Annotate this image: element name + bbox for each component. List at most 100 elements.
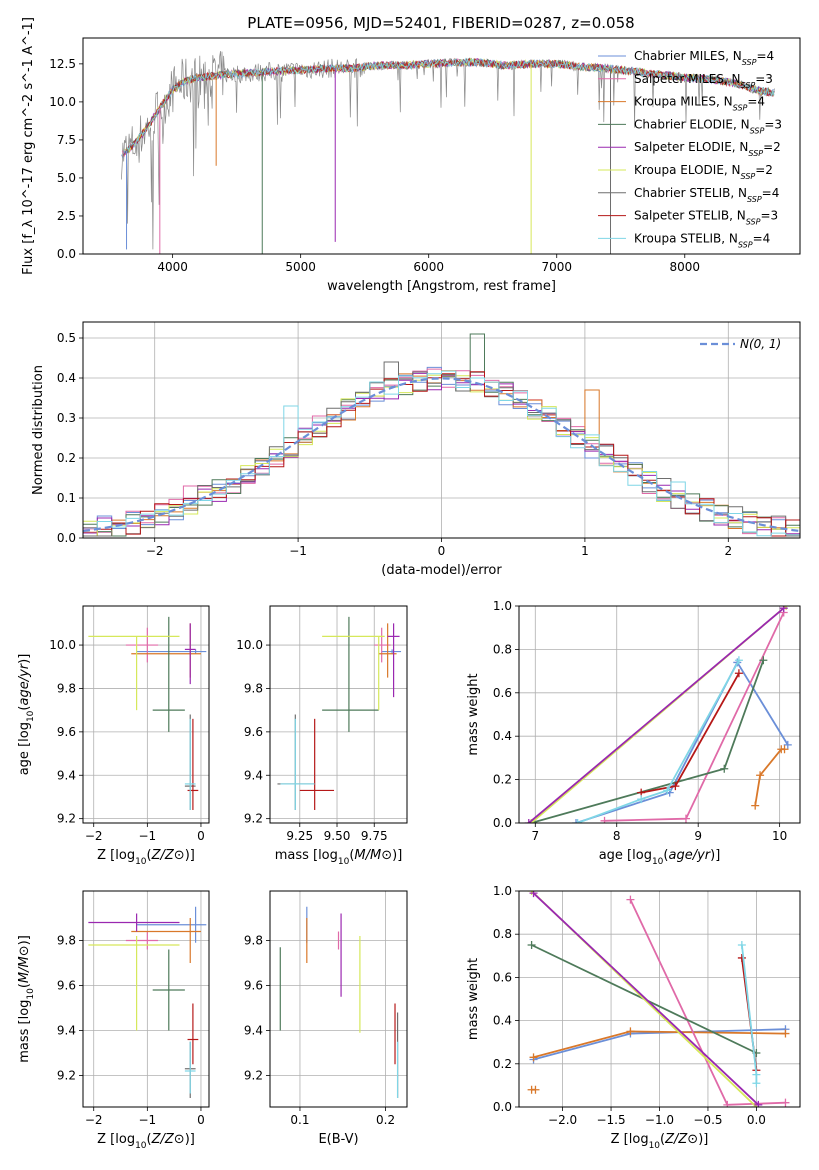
series-marker (759, 656, 768, 665)
series-marker (529, 891, 538, 898)
series-marker (737, 941, 746, 949)
y-tick-label: 9.4 (244, 768, 263, 782)
axes-frame (518, 890, 801, 1108)
spectrum-legend: Chabrier MILES, NSSP=4 Salpeter MILES, NS… (598, 49, 782, 249)
y-tick-label: 9.4 (57, 1024, 76, 1038)
histogram-steps (83, 370, 800, 537)
axes-frame (82, 605, 210, 824)
axes-frame (82, 321, 801, 539)
y-tick-label: 0.4 (493, 1014, 512, 1028)
histogram-steps (83, 371, 800, 537)
errorbar-plot (88, 906, 207, 1098)
y-axis-label: Normed distribution (31, 365, 46, 495)
series-line (577, 659, 740, 823)
series-marker (737, 953, 746, 962)
legend-label: Salpeter STELIB, NSSP=3 (634, 209, 778, 227)
series-marker (573, 819, 582, 823)
y-tick-label: 0.4 (493, 729, 512, 743)
y-tick-label: 10.0 (49, 95, 76, 109)
y-tick-label: 9.6 (244, 725, 263, 739)
series-marker (626, 895, 635, 904)
y-tick-label: 0.3 (57, 411, 76, 425)
y-axis-label: mass [log10(M/M⊙)] (17, 935, 36, 1063)
x-tick-label: −2.0 (548, 1113, 577, 1127)
series-line (741, 944, 758, 1084)
x-tick-label: 7 (531, 829, 539, 843)
y-axis-label: Flux [f_λ 10^-17 erg cm^-2 s^-1 A^-1] (21, 17, 36, 275)
series-marker (524, 819, 533, 823)
axes-frame (82, 37, 801, 255)
x-axis-label: Z [log10(Z/Z⊙)] (97, 1132, 195, 1151)
panel-spectrum: 4000 5000 6000 7000 8000 0.0 2.5 5.0 7.5 10.0 12.5… (21, 17, 801, 294)
errorbar-plot (88, 616, 207, 810)
y-tick-label: 10.0 (236, 638, 263, 652)
legend-label: Salpeter MILES, NSSP=3 (634, 72, 773, 90)
series-marker (751, 801, 760, 810)
axes-frame (82, 890, 210, 1108)
y-tick-label: 9.2 (57, 812, 76, 826)
series-marker (779, 606, 788, 613)
x-tick-label: 8000 (669, 260, 700, 274)
x-tick-label: 6000 (413, 260, 444, 274)
y-tick-label: 0.4 (57, 371, 76, 385)
series-marker (600, 816, 609, 823)
x-tick-label: 9.25 (286, 829, 313, 843)
x-tick-label: −1.5 (596, 1113, 625, 1127)
histogram-plot (83, 333, 800, 537)
y-tick-label: 0.6 (493, 970, 512, 984)
series-marker (756, 771, 765, 780)
legend-label: Salpeter ELODIE, NSSP=2 (634, 140, 781, 158)
y-tick-label: 0.5 (57, 331, 76, 345)
x-tick-label: −2 (146, 544, 164, 558)
x-tick-label: 10 (772, 829, 787, 843)
model-spectrum (126, 57, 775, 152)
x-tick-label: 0 (197, 1113, 205, 1127)
series-marker (752, 1079, 761, 1088)
series-marker (723, 1100, 732, 1107)
legend-label: Kroupa MILES, NSSP=4 (634, 95, 765, 113)
series-marker (681, 814, 690, 823)
legend-label: Chabrier ELODIE, NSSP=3 (634, 117, 782, 135)
series-line (641, 672, 740, 794)
y-axis-label: mass weight (466, 958, 481, 1040)
x-tick-label: −1 (138, 829, 156, 843)
x-tick-label: −2 (85, 829, 103, 843)
legend-label: Kroupa STELIB, NSSP=4 (634, 231, 770, 249)
axes-frame (269, 605, 408, 824)
errorbar-plot (277, 616, 402, 810)
y-tick-label: 0.8 (493, 927, 512, 941)
spectrum-plot (121, 51, 775, 254)
legend-label: Kroupa ELODIE, NSSP=2 (634, 163, 773, 181)
x-tick-label: 4000 (157, 260, 188, 274)
x-tick-label: 5000 (285, 260, 316, 274)
series-marker (754, 1100, 763, 1107)
x-tick-label: 0.2 (376, 1113, 395, 1127)
x-tick-label: 7000 (541, 260, 572, 274)
y-tick-label: 9.6 (244, 979, 263, 993)
y-tick-label: 7.5 (57, 133, 76, 147)
x-tick-label: −0.5 (693, 1113, 722, 1127)
series-line (575, 660, 789, 823)
y-tick-label: 9.8 (57, 934, 76, 948)
x-tick-label: 1 (581, 544, 589, 558)
errorbar-plot (279, 906, 399, 1098)
x-axis-label: wavelength [Angstrom, rest frame] (327, 279, 556, 294)
panel-mass_vs_Z: −2 −1 0 9.2 9.4 9.6 9.8 Z [log10(Z/Z⊙)] mass [lo… (17, 890, 210, 1151)
y-tick-label: 2.5 (57, 209, 76, 223)
series-marker (752, 1070, 761, 1079)
series-marker (781, 1098, 790, 1107)
panel-age_vs_mass: 9.25 9.50 9.75 9.2 9.4 9.6 9.8 10.0 mass [log10(… (236, 605, 408, 867)
series-line (530, 659, 765, 823)
x-tick-label: 0 (197, 829, 205, 843)
y-tick-label: 9.4 (57, 768, 76, 782)
panel-weight_vs_age: 7 8 9 10 0.0 0.2 0.4 0.6 0.8 1.0 age [log10(age/yr… (466, 599, 801, 867)
series-line (604, 612, 785, 822)
x-tick-label: −1 (138, 1113, 156, 1127)
legend-label: N(0, 1) (740, 337, 781, 351)
y-tick-label: 0.8 (493, 642, 512, 656)
y-tick-label: 9.8 (57, 681, 76, 695)
y-tick-label: 9.2 (244, 812, 263, 826)
y-tick-label: 1.0 (493, 599, 512, 613)
panel-age_vs_Z: −2 −1 0 9.2 9.4 9.6 9.8 10.0 Z [log10(Z/Z⊙)] age … (17, 605, 210, 867)
